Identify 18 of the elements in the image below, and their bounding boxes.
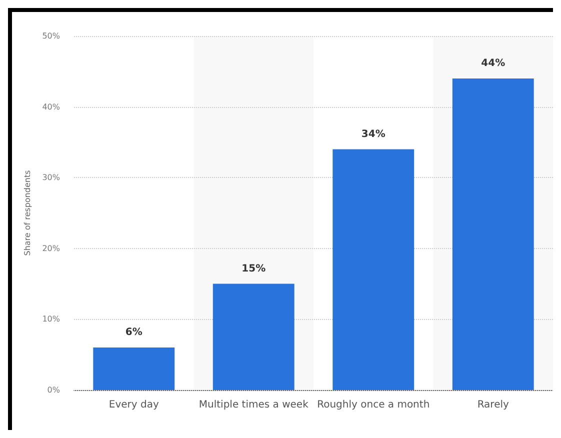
data-label: 15% (242, 263, 266, 274)
data-label: 6% (125, 327, 142, 338)
data-label: 34% (361, 128, 386, 140)
y-tick-label: 30% (42, 173, 60, 182)
y-tick-label: 50% (42, 32, 60, 40)
y-tick-label: 10% (42, 314, 60, 324)
data-label: 44% (481, 58, 506, 69)
y-tick-label: 20% (42, 244, 60, 253)
x-tick-label: Rarely (477, 400, 509, 410)
bar (332, 149, 414, 390)
bar (93, 348, 175, 390)
x-tick-label: Multiple times a week (198, 400, 309, 410)
y-tick-label: 40% (42, 102, 60, 112)
y-tick-label: 0% (47, 386, 60, 394)
x-tick-label: Every day (108, 400, 159, 410)
bar (212, 284, 294, 390)
y-axis-title: Share of respondents (22, 170, 32, 256)
x-tick-label: Roughly once a month (317, 400, 430, 410)
